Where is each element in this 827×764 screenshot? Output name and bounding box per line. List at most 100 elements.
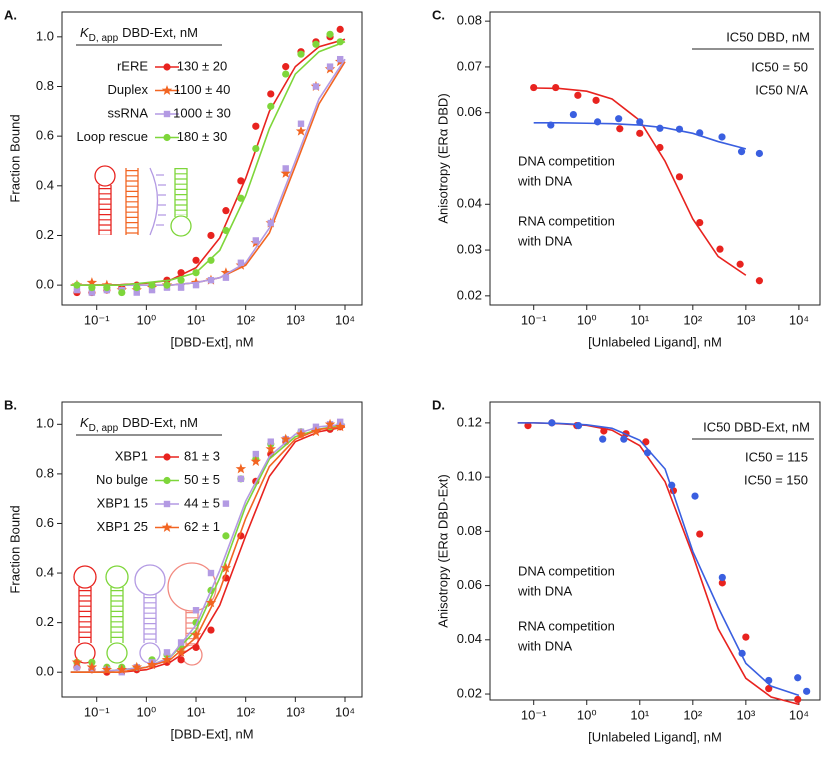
data-point (548, 419, 556, 427)
legend-value: 1100 ± 40 (174, 82, 231, 97)
legend-value: 1000 ± 30 (173, 105, 231, 120)
x-tick-label: 10⁻¹ (84, 312, 110, 327)
data-point (737, 148, 746, 156)
data-point (592, 96, 600, 104)
y-tick-label: 0.10 (457, 469, 482, 484)
series-annotation: DNA competition (518, 153, 615, 168)
legend-title-subscript: D, app (89, 423, 119, 434)
y-tick-label: 0.8 (36, 78, 54, 93)
data-point (235, 463, 247, 474)
ic50-label: IC50 N/A (755, 82, 808, 97)
data-point (569, 110, 577, 119)
data-point (73, 281, 81, 289)
x-tick-label: 10⁴ (335, 704, 355, 719)
y-tick-label: 0.0 (36, 664, 54, 679)
data-point (696, 530, 704, 538)
data-point (668, 481, 676, 489)
legend-title-symbol: K (80, 25, 90, 40)
y-tick-label: 0.2 (36, 227, 54, 242)
data-point (312, 40, 320, 48)
legend-value: 130 ± 20 (177, 58, 228, 73)
data-point (116, 664, 128, 675)
data-point (86, 277, 98, 288)
legend-marker (163, 476, 171, 485)
legend-value: 50 ± 5 (184, 472, 220, 487)
data-point (280, 433, 291, 444)
data-point (336, 55, 344, 63)
x-tick-label: 10² (236, 312, 255, 327)
y-tick-label: 0.02 (457, 685, 482, 700)
data-point (718, 579, 726, 587)
series-annotation: with DNA (517, 173, 573, 188)
data-point (222, 500, 230, 507)
panel-label: A. (4, 7, 17, 22)
legend-value: 81 ± 3 (184, 448, 220, 463)
y-axis-label: Anisotropy (ERα DBD-Ext) (435, 474, 450, 627)
data-point (310, 426, 322, 437)
data-point (530, 83, 538, 92)
legend-title-symbol: K (80, 415, 90, 430)
data-point (326, 30, 334, 38)
legend-marker (163, 110, 171, 118)
data-point (222, 226, 230, 235)
data-point (267, 90, 275, 98)
legend-label: Duplex (108, 82, 149, 97)
hairpin-loop (94, 165, 116, 187)
data-point (599, 435, 607, 443)
y-tick-label: 0.02 (457, 287, 482, 302)
x-axis-label: [Unlabeled Ligand], nM (588, 729, 722, 744)
data-point (267, 219, 274, 227)
data-point (267, 102, 275, 110)
legend-title-text: DBD-Ext, nM (122, 25, 198, 40)
y-tick-label: 0.0 (36, 277, 54, 292)
ic50-label: IC50 = 115 (745, 449, 808, 464)
data-point (574, 91, 582, 99)
data-point (252, 237, 260, 244)
y-tick-label: 0.8 (36, 465, 54, 480)
series-annotation: with DNA (517, 233, 573, 248)
data-point (101, 664, 113, 675)
fit-curve (70, 425, 346, 674)
data-point (282, 70, 290, 78)
data-point (205, 597, 217, 608)
data-point (656, 124, 664, 132)
y-tick-label: 0.04 (457, 631, 482, 646)
legend-title: IC50 DBD-Ext, nM (703, 419, 810, 434)
y-tick-label: 0.07 (457, 58, 482, 73)
data-point (696, 129, 704, 137)
x-tick-label: 10⁰ (137, 312, 157, 327)
x-tick-label: 10¹ (187, 312, 206, 327)
data-point (574, 421, 583, 430)
molecule-icons-a (94, 165, 192, 237)
legend-value: 44 ± 5 (184, 495, 220, 510)
data-point (636, 118, 644, 126)
x-tick-label: 10¹ (187, 704, 206, 719)
legend-label: XBP1 15 (97, 495, 148, 510)
data-point (324, 418, 336, 429)
data-point (267, 438, 274, 445)
ic50-label: IC50 = 150 (744, 472, 808, 487)
hairpin-loop (170, 215, 192, 237)
data-point (297, 120, 305, 127)
data-point (88, 289, 96, 296)
legend-label: ssRNA (108, 105, 149, 120)
hairpin-loop (73, 565, 97, 589)
data-point (163, 649, 171, 656)
y-tick-label: 0.08 (457, 13, 482, 28)
plot-frame (489, 11, 821, 306)
fit-curve (70, 41, 346, 286)
molecule-icons-b (73, 562, 217, 666)
x-tick-label: 10⁰ (137, 704, 157, 719)
data-point (334, 421, 346, 432)
x-axis-label: [DBD-Ext], nM (170, 334, 253, 349)
plot-frame (61, 401, 363, 698)
y-tick-label: 0.4 (36, 564, 54, 579)
data-point (282, 63, 290, 71)
x-tick-label: 10⁰ (577, 312, 597, 327)
legend-title-subscript: D, app (89, 33, 119, 44)
legend-marker (161, 522, 173, 532)
data-point (738, 649, 746, 657)
ssrna-bases (156, 174, 166, 226)
data-point (192, 607, 200, 614)
